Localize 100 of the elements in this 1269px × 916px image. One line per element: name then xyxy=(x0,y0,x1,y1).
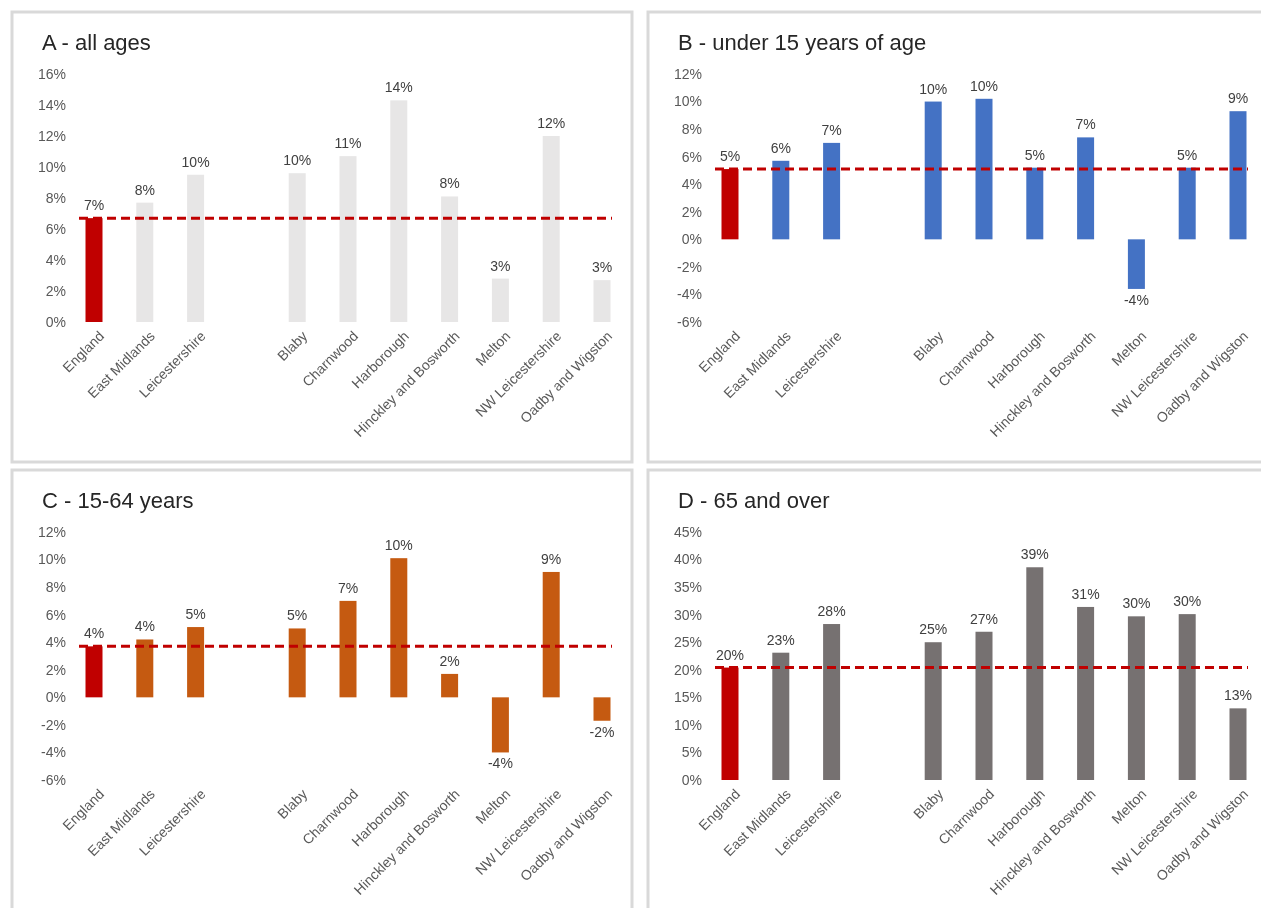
y-tick-label: 15% xyxy=(673,689,702,706)
data-label: 28% xyxy=(817,603,846,620)
y-tick-label: 0% xyxy=(681,771,702,788)
bar xyxy=(542,571,560,698)
data-label: -2% xyxy=(589,723,615,740)
y-tick-label: 2% xyxy=(45,661,66,678)
bar xyxy=(1127,239,1145,289)
bar xyxy=(593,280,611,322)
y-tick-label: 8% xyxy=(45,579,66,596)
data-label: 9% xyxy=(1227,90,1249,107)
bar xyxy=(772,160,790,240)
y-tick-label: -6% xyxy=(41,771,66,788)
bar xyxy=(441,673,459,698)
y-tick-label: 5% xyxy=(681,744,702,761)
y-tick-label: 45% xyxy=(673,523,702,540)
bar xyxy=(823,142,841,240)
chart-title: A - all ages xyxy=(42,30,151,55)
y-tick-label: 2% xyxy=(681,203,702,220)
bar xyxy=(187,627,205,698)
bar xyxy=(1229,111,1247,240)
data-label: 12% xyxy=(537,115,566,131)
bar xyxy=(1178,167,1196,240)
y-tick-label: 4% xyxy=(45,634,66,651)
data-label: 11% xyxy=(334,135,362,152)
chart-title: C - 15-64 years xyxy=(42,488,194,513)
bar xyxy=(491,697,509,753)
data-label: 7% xyxy=(821,121,842,138)
bar xyxy=(390,558,408,698)
bar xyxy=(288,173,306,322)
bar xyxy=(390,100,408,322)
data-label: 5% xyxy=(719,148,741,165)
bar xyxy=(187,174,205,322)
data-label: 5% xyxy=(1024,146,1045,163)
data-label: 2% xyxy=(439,652,460,669)
y-tick-label: 12% xyxy=(37,523,66,540)
data-label: 8% xyxy=(134,181,155,198)
y-tick-label: 0% xyxy=(681,231,702,248)
data-label: 13% xyxy=(1223,687,1253,704)
bar xyxy=(1127,616,1145,780)
data-label: 3% xyxy=(591,259,613,276)
bar xyxy=(491,278,509,322)
bar xyxy=(593,697,611,721)
data-label: 10% xyxy=(181,153,210,170)
data-label: 25% xyxy=(919,621,948,638)
y-tick-label: -6% xyxy=(677,313,702,330)
bar xyxy=(441,196,459,322)
data-label: 7% xyxy=(1075,116,1096,133)
data-label: 5% xyxy=(287,607,308,624)
data-label: 4% xyxy=(83,625,105,642)
bar xyxy=(136,639,154,698)
y-tick-label: 14% xyxy=(37,96,66,113)
data-label: 6% xyxy=(770,139,791,156)
data-label: 30% xyxy=(1122,595,1151,612)
y-tick-label: -2% xyxy=(41,716,66,733)
bar xyxy=(542,136,560,322)
data-label: -4% xyxy=(487,755,513,772)
bar xyxy=(136,202,154,322)
y-tick-label: 25% xyxy=(673,634,702,651)
data-label: 23% xyxy=(766,631,795,648)
y-tick-label: -4% xyxy=(41,744,66,761)
y-tick-label: 40% xyxy=(673,551,702,568)
bar xyxy=(288,628,306,698)
data-label: 20% xyxy=(715,646,745,663)
data-label: 14% xyxy=(384,79,413,96)
y-tick-label: 6% xyxy=(45,220,66,237)
y-tick-label: 8% xyxy=(45,189,66,206)
y-tick-label: 0% xyxy=(45,313,66,330)
data-label: 5% xyxy=(1177,146,1198,163)
data-label: 39% xyxy=(1020,546,1049,563)
bar xyxy=(339,600,357,698)
y-tick-label: 12% xyxy=(673,65,702,82)
chart-title: D - 65 and over xyxy=(678,488,830,513)
data-label: 10% xyxy=(283,152,312,169)
bar xyxy=(1229,708,1247,780)
data-label: 10% xyxy=(969,77,999,94)
bar xyxy=(975,98,993,240)
bar xyxy=(1077,137,1095,240)
bar xyxy=(924,101,942,240)
data-label: 3% xyxy=(490,257,511,274)
bar xyxy=(1026,567,1044,780)
y-tick-label: 30% xyxy=(673,606,702,623)
y-tick-label: 0% xyxy=(45,689,66,706)
y-tick-label: 12% xyxy=(37,127,66,144)
data-label: -4% xyxy=(1123,291,1149,308)
bar xyxy=(1077,606,1095,780)
bar xyxy=(924,642,942,780)
data-label: 8% xyxy=(439,175,460,192)
data-label: 7% xyxy=(83,197,105,214)
data-label: 7% xyxy=(337,579,359,596)
y-tick-label: -2% xyxy=(677,258,702,275)
data-label: 27% xyxy=(969,610,999,627)
y-tick-label: 4% xyxy=(681,176,702,193)
y-tick-label: -4% xyxy=(677,286,702,303)
y-tick-label: 10% xyxy=(37,158,66,175)
bar xyxy=(772,652,790,780)
y-tick-label: 16% xyxy=(37,65,66,82)
data-label: 9% xyxy=(541,550,562,567)
y-tick-label: 2% xyxy=(45,282,66,299)
y-tick-label: 10% xyxy=(673,93,702,110)
data-label: 30% xyxy=(1173,593,1202,610)
